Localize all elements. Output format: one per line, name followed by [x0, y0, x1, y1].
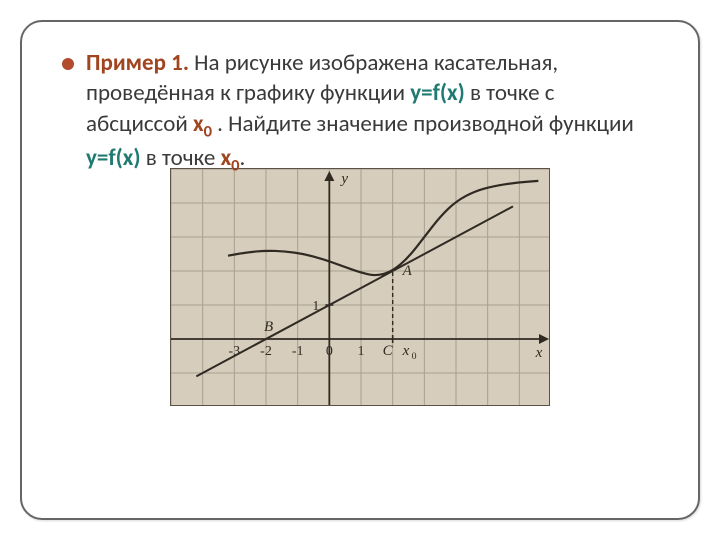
- text-part3: . Найдите значение производной функции: [212, 110, 634, 138]
- svg-text:0: 0: [326, 344, 333, 359]
- x0-2: x0: [221, 144, 240, 172]
- fx-1: y=f(x): [410, 79, 465, 107]
- problem-text: Пример 1. На рисунке изображена касатель…: [62, 48, 658, 178]
- svg-text:A: A: [402, 263, 413, 279]
- graph-figure: -3-2-1011xyABCx0: [170, 168, 550, 406]
- svg-text:-1: -1: [292, 344, 304, 359]
- svg-text:B: B: [264, 319, 273, 335]
- svg-text:0: 0: [412, 351, 417, 362]
- text-part4: в точке: [141, 144, 221, 172]
- bullet-icon: [62, 58, 74, 70]
- svg-text:x: x: [535, 345, 543, 361]
- svg-text:-2: -2: [260, 344, 272, 359]
- fx-2: y=f(x): [86, 144, 141, 172]
- text-part5: .: [240, 144, 246, 172]
- x0-1: x0: [193, 110, 212, 138]
- svg-text:C: C: [383, 343, 394, 359]
- example-label: Пример 1.: [86, 49, 189, 77]
- graph-container: -3-2-1011xyABCx0: [62, 168, 658, 406]
- svg-text:1: 1: [358, 344, 365, 359]
- slide-frame: Пример 1. На рисунке изображена касатель…: [20, 20, 700, 520]
- svg-text:x: x: [402, 343, 410, 359]
